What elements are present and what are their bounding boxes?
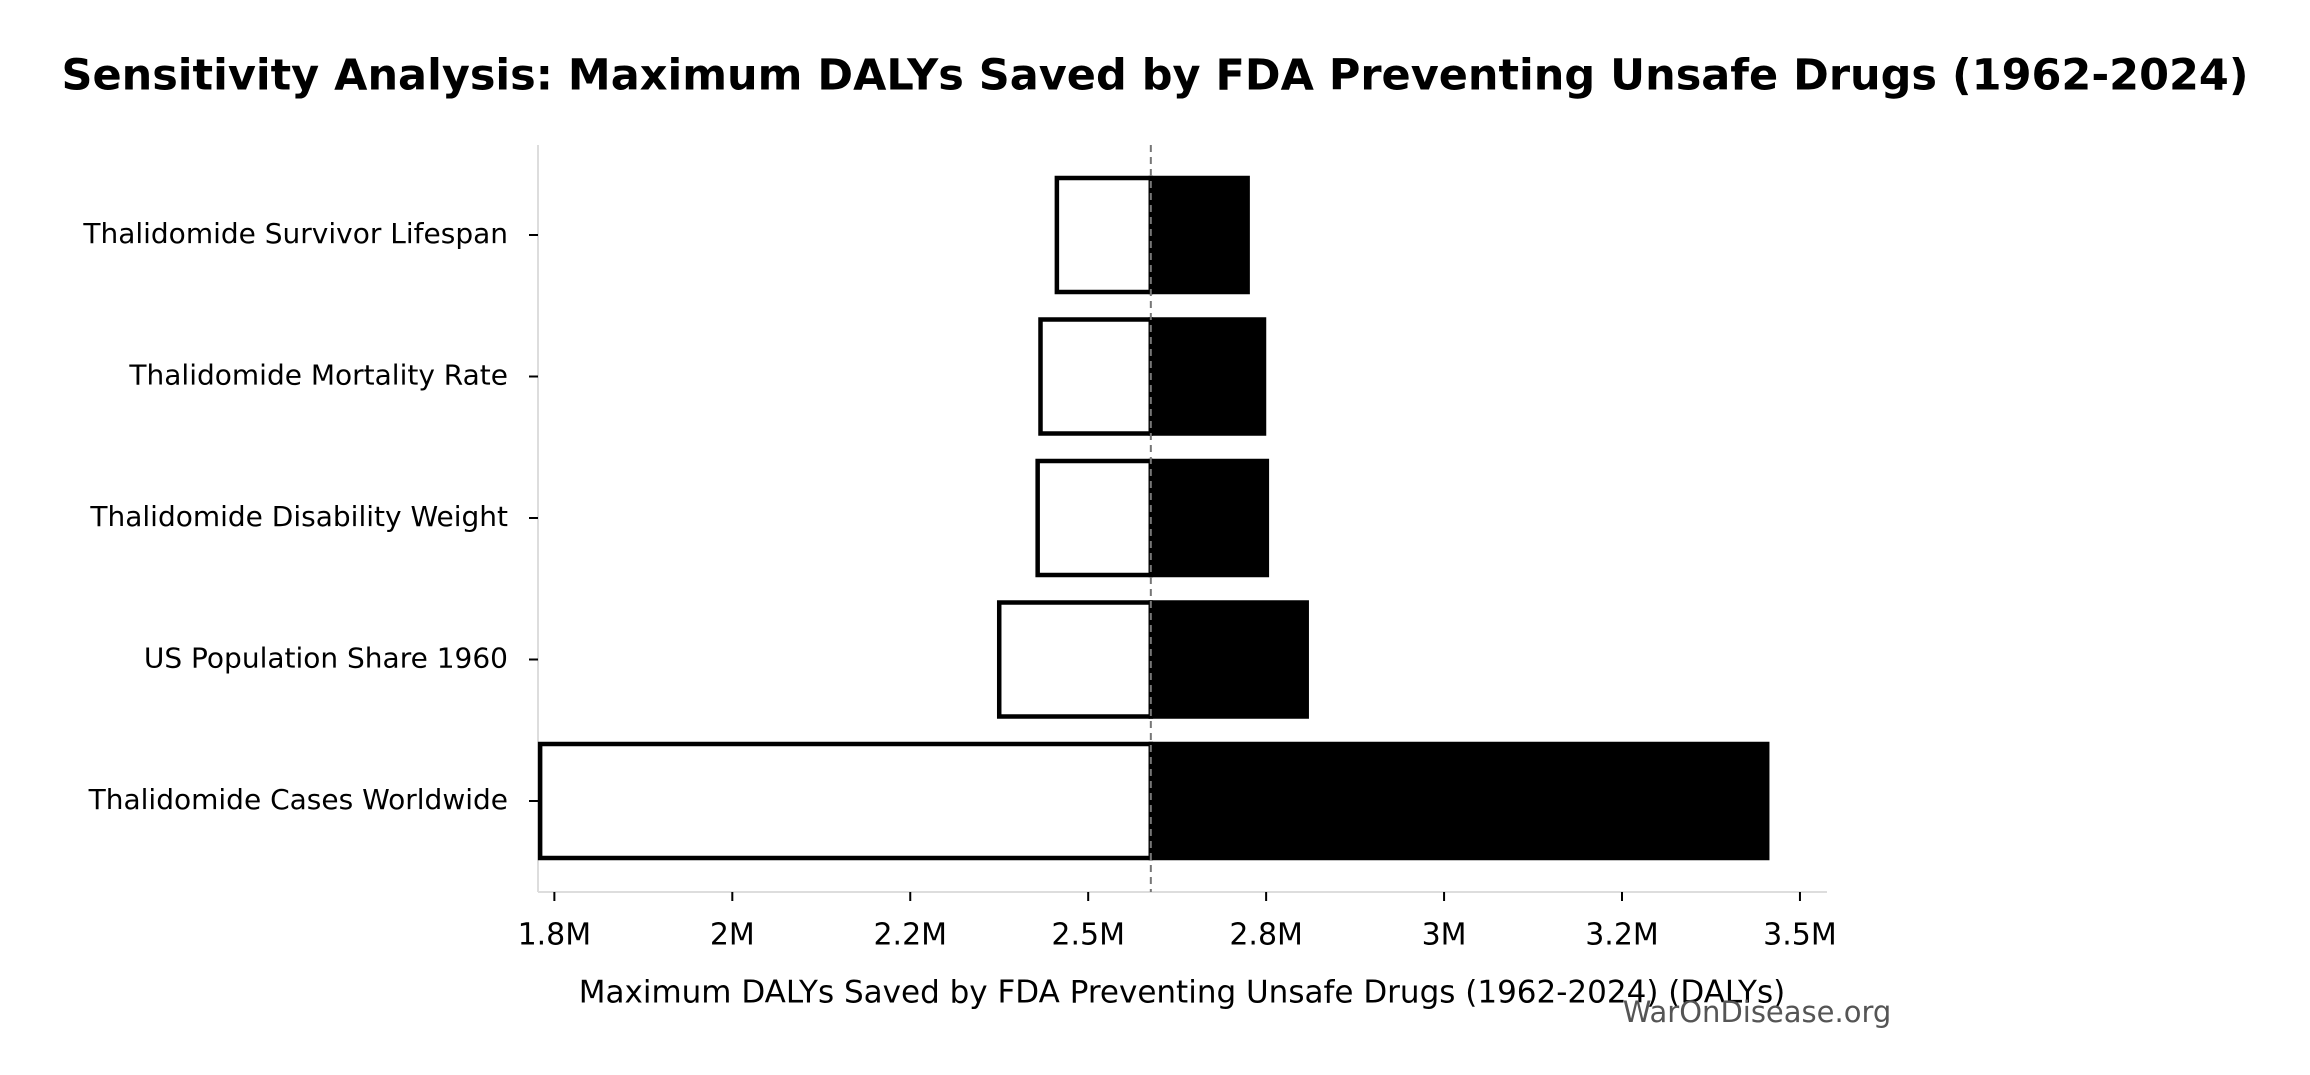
bar [1148, 175, 1250, 295]
x-tick-label: 3M [1422, 918, 1467, 953]
bar [1038, 317, 1154, 436]
y-tick-label: Thalidomide Survivor Lifespan [82, 217, 508, 250]
watermark: WarOnDisease.org [1623, 995, 1892, 1029]
x-tick-label: 3.2M [1585, 918, 1659, 953]
bar [1148, 458, 1270, 578]
bar [537, 741, 1154, 861]
bar [1035, 458, 1154, 578]
x-axis-label: Maximum DALYs Saved by FDA Preventing Un… [579, 975, 1786, 1011]
y-tick-label: Thalidomide Disability Weight [89, 500, 508, 533]
y-tick-label: Thalidomide Cases Worldwide [88, 783, 508, 816]
y-tick-label: US Population Share 1960 [144, 642, 508, 675]
x-tick-label: 2.5M [1051, 918, 1125, 953]
bar [1148, 317, 1267, 436]
x-tick-label: 2.8M [1229, 918, 1303, 953]
x-tick-label: 2.2M [873, 918, 947, 953]
y-tick-label: Thalidomide Mortality Rate [128, 359, 508, 392]
x-tick-label: 2M [710, 918, 755, 953]
bar [1148, 741, 1770, 861]
bar [1148, 600, 1309, 719]
bar [996, 600, 1154, 719]
chart-title: Sensitivity Analysis: Maximum DALYs Save… [61, 51, 2248, 101]
x-tick-label: 1.8M [518, 918, 592, 953]
bar [1054, 175, 1154, 295]
x-tick-label: 3.5M [1763, 918, 1837, 953]
